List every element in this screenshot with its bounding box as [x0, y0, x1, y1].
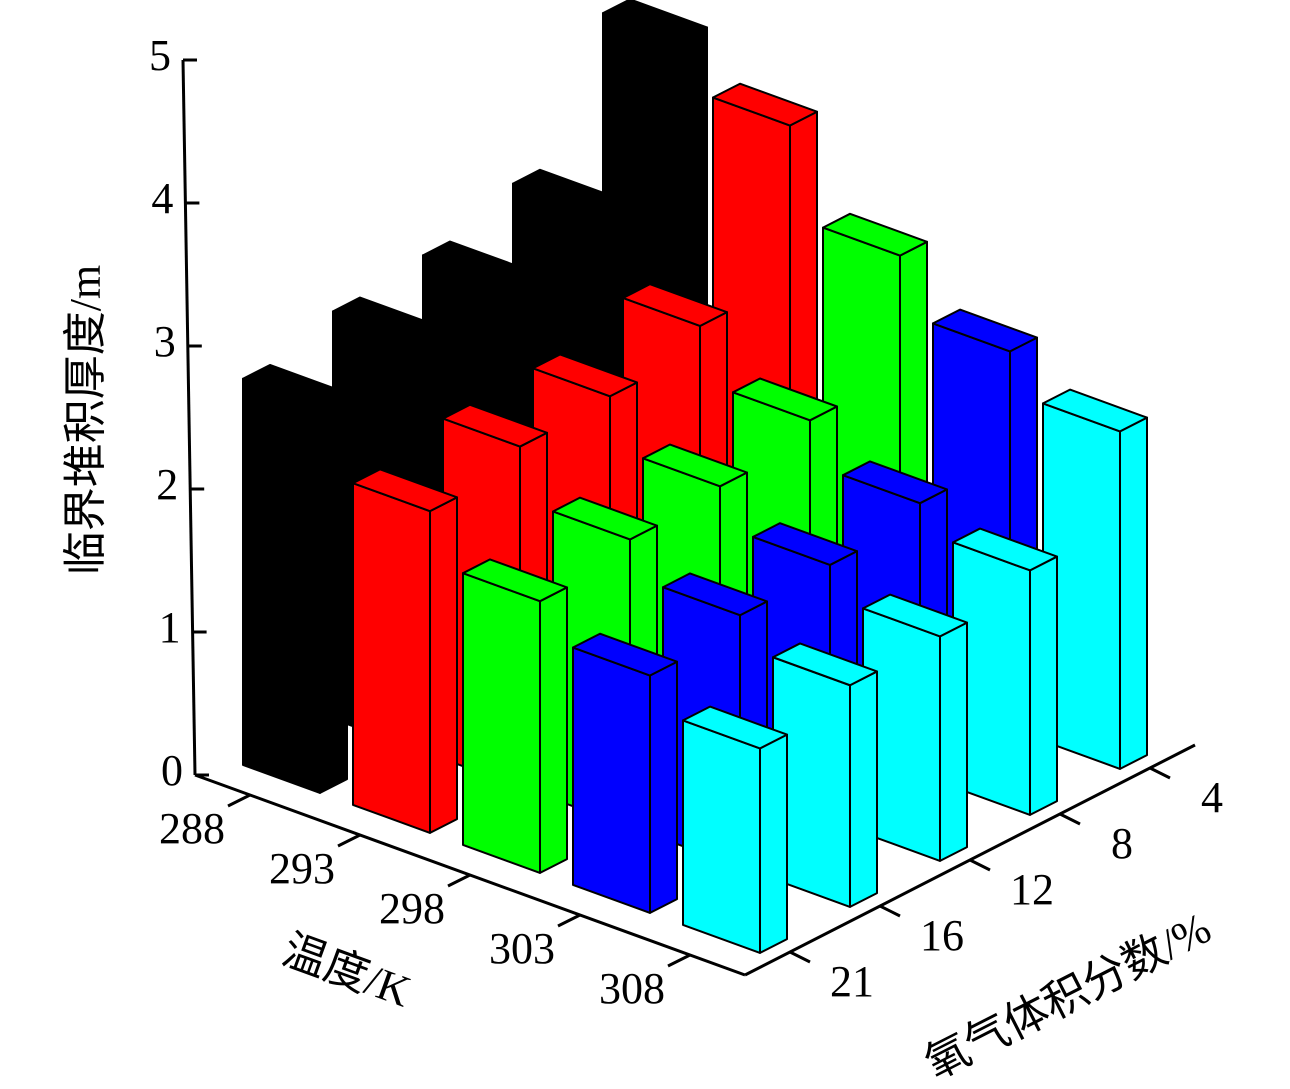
y-tick-label: 2 [156, 460, 178, 509]
z-tick-label: 21 [830, 957, 874, 1006]
bar [572, 632, 678, 914]
y-tick-label: 0 [161, 746, 183, 795]
bar-top [642, 443, 748, 488]
x-tick-label: 298 [379, 884, 445, 933]
x-tick [227, 793, 251, 808]
z-tick [879, 904, 901, 918]
z-tick-label: 4 [1201, 773, 1223, 822]
x-axis-title: 温度/K [276, 925, 417, 1016]
bar-top [442, 403, 548, 448]
bar-top [552, 496, 658, 541]
bar-side [759, 733, 788, 954]
bar [352, 468, 458, 834]
x-tick [447, 873, 471, 888]
x-tick-label: 303 [489, 924, 555, 973]
z-tick-label: 12 [1010, 865, 1054, 914]
bar-top [512, 168, 618, 213]
y-tick-label: 1 [159, 603, 181, 652]
bar [242, 364, 348, 794]
x-tick [667, 953, 691, 968]
bar-top [842, 460, 948, 505]
bar [952, 527, 1058, 816]
bar-side [1119, 416, 1148, 770]
z-tick [1059, 812, 1081, 826]
bar-side [649, 660, 678, 914]
bar-side [1029, 555, 1058, 816]
bar-top [662, 572, 768, 617]
z-tick [969, 858, 991, 872]
bar-front [462, 572, 541, 874]
bar-side [319, 392, 348, 794]
bar-side [539, 586, 568, 874]
bar-top [862, 593, 968, 638]
bar-top [622, 283, 728, 327]
x-tick-label: 308 [599, 964, 665, 1013]
y-axis [181, 59, 197, 776]
bar-top [332, 296, 438, 341]
bar-top [752, 522, 858, 566]
y-tick-label: 5 [149, 31, 171, 80]
bar-front [682, 719, 761, 954]
y-axis-title: 临界堆积厚度/m [61, 265, 110, 575]
y-tick-label: 3 [154, 317, 176, 366]
z-tick [1149, 766, 1171, 780]
bar [772, 642, 878, 908]
x-tick [337, 833, 361, 848]
bar-side [429, 496, 458, 834]
bar-front [352, 482, 431, 834]
bar-side [849, 670, 878, 908]
bar-top [242, 364, 348, 408]
x-tick [557, 913, 581, 928]
x-tick-label: 293 [269, 844, 335, 893]
z-tick-label: 8 [1111, 819, 1133, 868]
bar-top [572, 632, 678, 677]
bar-top [422, 240, 528, 285]
bar-top [682, 705, 788, 750]
bar [462, 558, 568, 874]
bar-front [242, 377, 321, 794]
bar-top [1042, 388, 1148, 433]
bar [862, 593, 968, 862]
bar-front [572, 646, 651, 914]
bar-top [932, 308, 1038, 353]
bar [682, 705, 788, 954]
bar-top [352, 468, 458, 513]
bar-top [772, 642, 878, 687]
bar-top [822, 212, 928, 257]
z-tick [789, 950, 811, 964]
y-tick-label: 4 [151, 174, 173, 223]
bar-top [732, 377, 838, 422]
x-tick-label: 288 [159, 804, 225, 853]
bar-top [602, 0, 708, 43]
bar-top [712, 82, 818, 127]
bar [1042, 388, 1148, 770]
bar-side [939, 621, 968, 862]
bar-top [532, 353, 638, 398]
bar-top [462, 558, 568, 603]
z-tick-label: 16 [920, 911, 964, 960]
bar-top [952, 527, 1058, 572]
